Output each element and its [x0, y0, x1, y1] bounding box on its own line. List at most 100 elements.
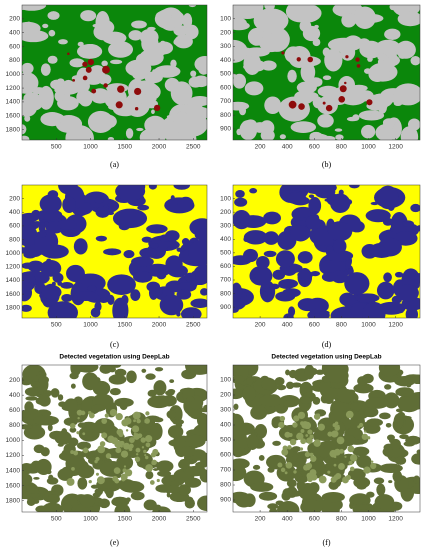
- region: [123, 250, 135, 259]
- region: [22, 472, 33, 487]
- region: [147, 395, 171, 409]
- region: [379, 463, 403, 473]
- region: [77, 422, 87, 428]
- region-accent: [367, 436, 371, 440]
- region: [77, 441, 91, 450]
- region-accent: [325, 104, 333, 112]
- x-tick-label: 1000: [83, 322, 98, 329]
- region: [70, 383, 76, 389]
- x-tick-label: 500: [51, 516, 62, 523]
- region: [397, 411, 405, 419]
- region-accent: [69, 423, 76, 429]
- region: [181, 238, 190, 246]
- region-accent: [99, 441, 106, 447]
- region: [384, 384, 392, 390]
- region: [22, 262, 35, 269]
- region: [317, 113, 334, 128]
- region: [112, 208, 148, 229]
- region: [22, 62, 34, 74]
- region: [326, 250, 354, 262]
- region: [153, 417, 164, 423]
- region-accent: [82, 75, 88, 81]
- region: [376, 483, 386, 496]
- y-tick-label: 400: [220, 57, 231, 64]
- region: [150, 242, 159, 249]
- region: [322, 304, 329, 310]
- region: [370, 93, 393, 108]
- region: [98, 74, 112, 85]
- region-accent: [134, 87, 142, 96]
- region: [43, 390, 52, 394]
- x-tick-label: 2500: [186, 516, 201, 523]
- region-accent: [297, 411, 306, 420]
- region: [413, 475, 420, 484]
- region: [233, 388, 245, 400]
- region-accent: [71, 466, 75, 471]
- region-accent: [122, 468, 127, 473]
- y-tick-label: 400: [9, 392, 20, 399]
- region: [262, 291, 268, 300]
- region: [167, 388, 176, 394]
- region: [337, 388, 354, 403]
- region: [416, 449, 420, 455]
- region: [328, 480, 339, 490]
- x-tick-label: 400: [282, 144, 293, 151]
- region-accent: [144, 418, 150, 424]
- region-accent: [94, 459, 98, 464]
- region: [233, 73, 247, 89]
- region-accent: [306, 437, 313, 444]
- region-accent: [301, 423, 304, 426]
- region: [236, 422, 255, 435]
- region: [288, 5, 299, 13]
- region: [233, 306, 239, 313]
- region: [155, 41, 174, 55]
- region: [358, 504, 369, 510]
- region: [106, 83, 129, 93]
- region: [189, 96, 207, 107]
- region: [110, 425, 116, 429]
- region-accent: [87, 410, 92, 415]
- region: [131, 256, 154, 267]
- region: [115, 185, 146, 201]
- region: [30, 381, 41, 388]
- region: [80, 10, 97, 22]
- region: [362, 373, 374, 384]
- region: [47, 301, 78, 318]
- region-accent: [120, 473, 128, 481]
- region: [332, 238, 347, 254]
- region: [154, 367, 164, 372]
- y-tick-label: 800: [9, 422, 20, 429]
- y-tick-label: 600: [220, 263, 231, 270]
- region: [145, 373, 156, 380]
- region: [151, 109, 155, 115]
- x-tick-label: 2500: [186, 144, 201, 151]
- y-tick-label: 800: [220, 290, 231, 297]
- region: [156, 269, 167, 280]
- region: [308, 416, 313, 424]
- region: [366, 418, 383, 427]
- region: [275, 500, 284, 506]
- region: [330, 193, 351, 214]
- y-tick-label: 1800: [6, 126, 21, 133]
- region-accent: [303, 464, 310, 471]
- region: [145, 470, 154, 480]
- x-tick-label: 800: [336, 322, 347, 329]
- region: [341, 13, 357, 28]
- region: [250, 405, 268, 420]
- region-accent: [299, 447, 304, 451]
- region: [323, 377, 331, 384]
- region: [139, 422, 145, 429]
- region: [264, 96, 282, 115]
- region-accent: [77, 416, 80, 420]
- region: [173, 38, 182, 46]
- y-tick-label: 1000: [6, 437, 21, 444]
- region-accent: [277, 462, 283, 468]
- region: [57, 468, 74, 481]
- region: [73, 291, 99, 302]
- region: [250, 482, 274, 492]
- region: [252, 464, 261, 470]
- region-accent: [113, 467, 121, 474]
- region: [78, 464, 95, 479]
- region: [261, 378, 276, 391]
- region: [54, 430, 72, 445]
